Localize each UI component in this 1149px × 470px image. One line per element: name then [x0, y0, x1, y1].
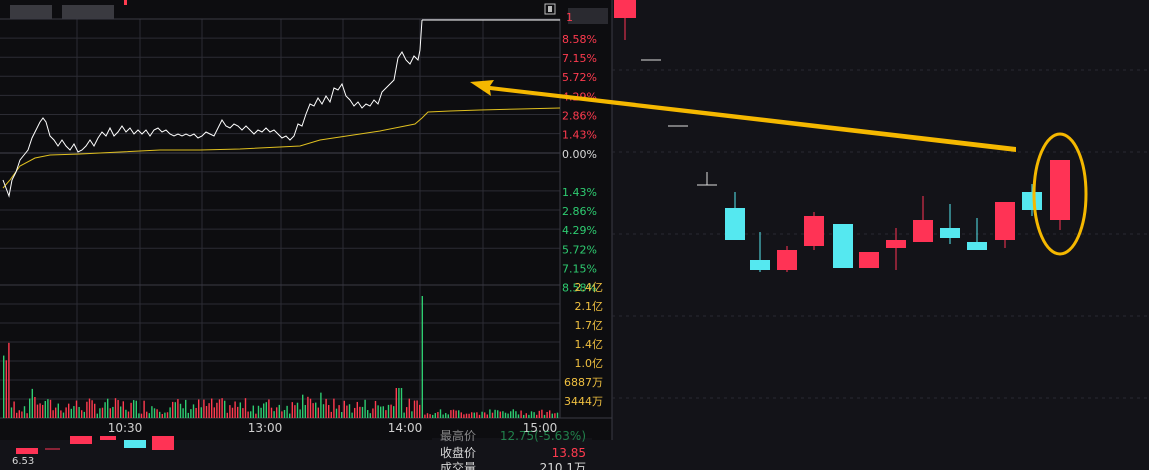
intraday-panel [0, 0, 613, 440]
time-label: 13:00 [248, 421, 283, 435]
pct-label-up: 7.15% [562, 52, 597, 65]
daily-candle [725, 208, 745, 240]
pct-label-down: 8.58% [562, 282, 597, 295]
blurred-title [10, 5, 52, 19]
pct-label-down: 1.43% [562, 186, 597, 199]
daily-kline-panel [612, 0, 1149, 399]
volume-label: 1.4亿 [575, 338, 604, 351]
percent-axis: 8.58% 7.15% 5.72% 4.29% 2.86% 1.43% 0.00% 1.43%… [562, 33, 597, 295]
pct-label-up: 5.72% [562, 71, 597, 84]
pct-label-down: 7.15% [562, 262, 597, 275]
time-axis: 10:30 13:00 14:00 15:00 [108, 421, 558, 435]
pct-label-zero: 0.00% [562, 148, 597, 161]
pct-label-up: 1.43% [562, 129, 597, 142]
average-price-line [2, 107, 561, 189]
intraday-price-line [2, 19, 423, 198]
time-label: 15:00 [523, 421, 558, 435]
daily-candle [913, 220, 933, 242]
volume-label: 2.1亿 [575, 300, 604, 313]
time-label: 10:30 [108, 421, 143, 435]
highlight-ellipse [1032, 132, 1088, 256]
volume-label: 3444万 [564, 395, 603, 408]
volume-label: 1.7亿 [575, 319, 604, 332]
svg-text:最高价: 最高价 [440, 428, 476, 443]
volume-label: 6887万 [564, 376, 603, 389]
daily-candle [1022, 192, 1042, 210]
volume-label: 1.0亿 [575, 357, 604, 370]
volume-label: 2.4亿 [575, 281, 604, 294]
daily-candle [833, 224, 853, 268]
pointer-arrow [470, 80, 1016, 152]
blurred-price-top [568, 8, 608, 24]
pct-label-up: 8.58% [562, 33, 597, 46]
daily-candle [940, 228, 960, 238]
blurred-title-2 [62, 5, 114, 19]
daily-candle [967, 242, 987, 250]
pct-label-up: 2.86% [562, 109, 597, 122]
maximize-icon[interactable] [544, 3, 556, 15]
daily-candle [804, 216, 824, 246]
volume-label: 成交量 [440, 460, 476, 470]
daily-candle [777, 250, 797, 270]
daily-candle [886, 240, 906, 248]
close-label: 收盘价 [440, 445, 476, 460]
close-value: 13.85 [552, 446, 586, 460]
bottom-left-value: 6.53 [12, 456, 34, 467]
pct-label-down: 5.72% [562, 243, 597, 256]
info-panel: 最高价 12.75(-5.63%) 收盘价 13.85 成交量 210.1万 [432, 428, 592, 470]
pct-label-down: 2.86% [562, 205, 597, 218]
daily-candle [1050, 160, 1070, 220]
volume-bars [3, 296, 559, 418]
volume-axis: 2.4亿 2.1亿 1.7亿 1.4亿 1.0亿 6887万 3444万 [564, 281, 603, 408]
svg-text:12.75(-5.63%): 12.75(-5.63%) [500, 429, 586, 443]
volume-value: 210.1万 [540, 461, 586, 470]
time-label: 14:00 [388, 421, 423, 435]
pct-label-down: 4.29% [562, 224, 597, 237]
svg-text:1: 1 [566, 11, 573, 24]
daily-candle [995, 202, 1015, 240]
daily-candle [859, 252, 879, 268]
daily-candle [750, 260, 770, 270]
